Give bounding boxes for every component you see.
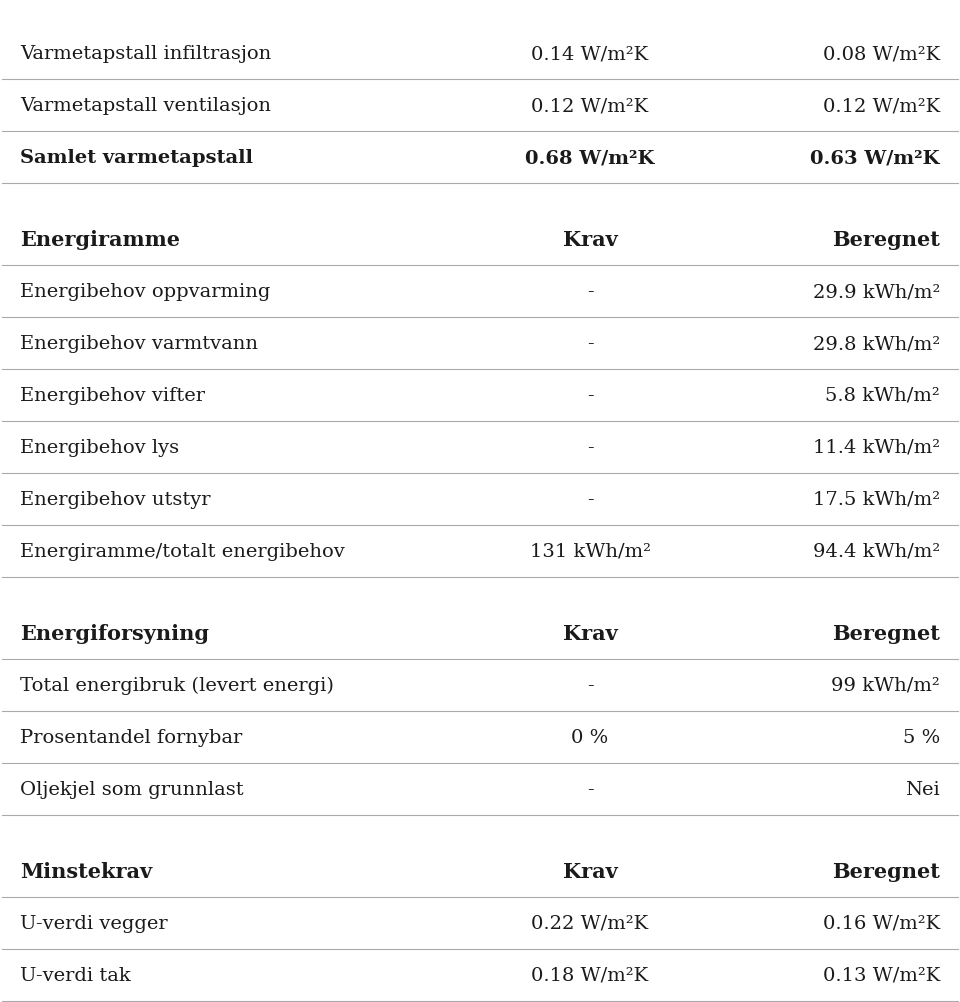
Text: Varmetapstall ventilasjon: Varmetapstall ventilasjon — [20, 97, 271, 115]
Text: 0.14 W/m²K: 0.14 W/m²K — [532, 45, 649, 63]
Text: Energiforsyning: Energiforsyning — [20, 623, 209, 643]
Text: 0.22 W/m²K: 0.22 W/m²K — [532, 914, 649, 932]
Text: Minstekrav: Minstekrav — [20, 861, 152, 881]
Text: 0.16 W/m²K: 0.16 W/m²K — [823, 914, 940, 932]
Text: Energibehov varmtvann: Energibehov varmtvann — [20, 335, 258, 353]
Text: 11.4 kWh/m²: 11.4 kWh/m² — [813, 439, 940, 457]
Text: 0.13 W/m²K: 0.13 W/m²K — [823, 966, 940, 984]
Text: 0 %: 0 % — [571, 728, 609, 746]
Text: Krav: Krav — [563, 861, 617, 881]
Text: 0.68 W/m²K: 0.68 W/m²K — [525, 149, 655, 167]
Text: Oljekjel som grunnlast: Oljekjel som grunnlast — [20, 781, 244, 799]
Text: Energibehov lys: Energibehov lys — [20, 439, 180, 457]
Text: Samlet varmetapstall: Samlet varmetapstall — [20, 149, 253, 167]
Text: Krav: Krav — [563, 229, 617, 249]
Text: Prosentandel fornybar: Prosentandel fornybar — [20, 728, 242, 746]
Text: Energiramme/totalt energibehov: Energiramme/totalt energibehov — [20, 542, 345, 560]
Text: U-verdi tak: U-verdi tak — [20, 966, 131, 984]
Text: -: - — [587, 387, 593, 405]
Text: 29.8 kWh/m²: 29.8 kWh/m² — [813, 335, 940, 353]
Text: 94.4 kWh/m²: 94.4 kWh/m² — [813, 542, 940, 560]
Text: Varmetapstall infiltrasjon: Varmetapstall infiltrasjon — [20, 45, 272, 63]
Text: 0.63 W/m²K: 0.63 W/m²K — [810, 149, 940, 167]
Text: Beregnet: Beregnet — [832, 861, 940, 881]
Text: Total energibruk (levert energi): Total energibruk (levert energi) — [20, 676, 334, 694]
Text: -: - — [587, 283, 593, 301]
Text: Nei: Nei — [905, 781, 940, 799]
Text: Energibehov utstyr: Energibehov utstyr — [20, 491, 210, 508]
Text: -: - — [587, 676, 593, 694]
Text: 0.12 W/m²K: 0.12 W/m²K — [823, 97, 940, 115]
Text: Energiramme: Energiramme — [20, 229, 180, 249]
Text: 5.8 kWh/m²: 5.8 kWh/m² — [826, 387, 940, 405]
Text: 0.08 W/m²K: 0.08 W/m²K — [823, 45, 940, 63]
Text: 17.5 kWh/m²: 17.5 kWh/m² — [813, 491, 940, 508]
Text: -: - — [587, 781, 593, 799]
Text: 0.12 W/m²K: 0.12 W/m²K — [532, 97, 649, 115]
Text: Beregnet: Beregnet — [832, 623, 940, 643]
Text: 29.9 kWh/m²: 29.9 kWh/m² — [812, 283, 940, 301]
Text: Krav: Krav — [563, 623, 617, 643]
Text: 131 kWh/m²: 131 kWh/m² — [530, 542, 651, 560]
Text: -: - — [587, 491, 593, 508]
Text: -: - — [587, 439, 593, 457]
Text: -: - — [587, 335, 593, 353]
Text: 99 kWh/m²: 99 kWh/m² — [831, 676, 940, 694]
Text: 0.18 W/m²K: 0.18 W/m²K — [532, 966, 649, 984]
Text: Energibehov vifter: Energibehov vifter — [20, 387, 205, 405]
Text: Beregnet: Beregnet — [832, 229, 940, 249]
Text: U-verdi vegger: U-verdi vegger — [20, 914, 168, 932]
Text: Energibehov oppvarming: Energibehov oppvarming — [20, 283, 271, 301]
Text: 5 %: 5 % — [902, 728, 940, 746]
